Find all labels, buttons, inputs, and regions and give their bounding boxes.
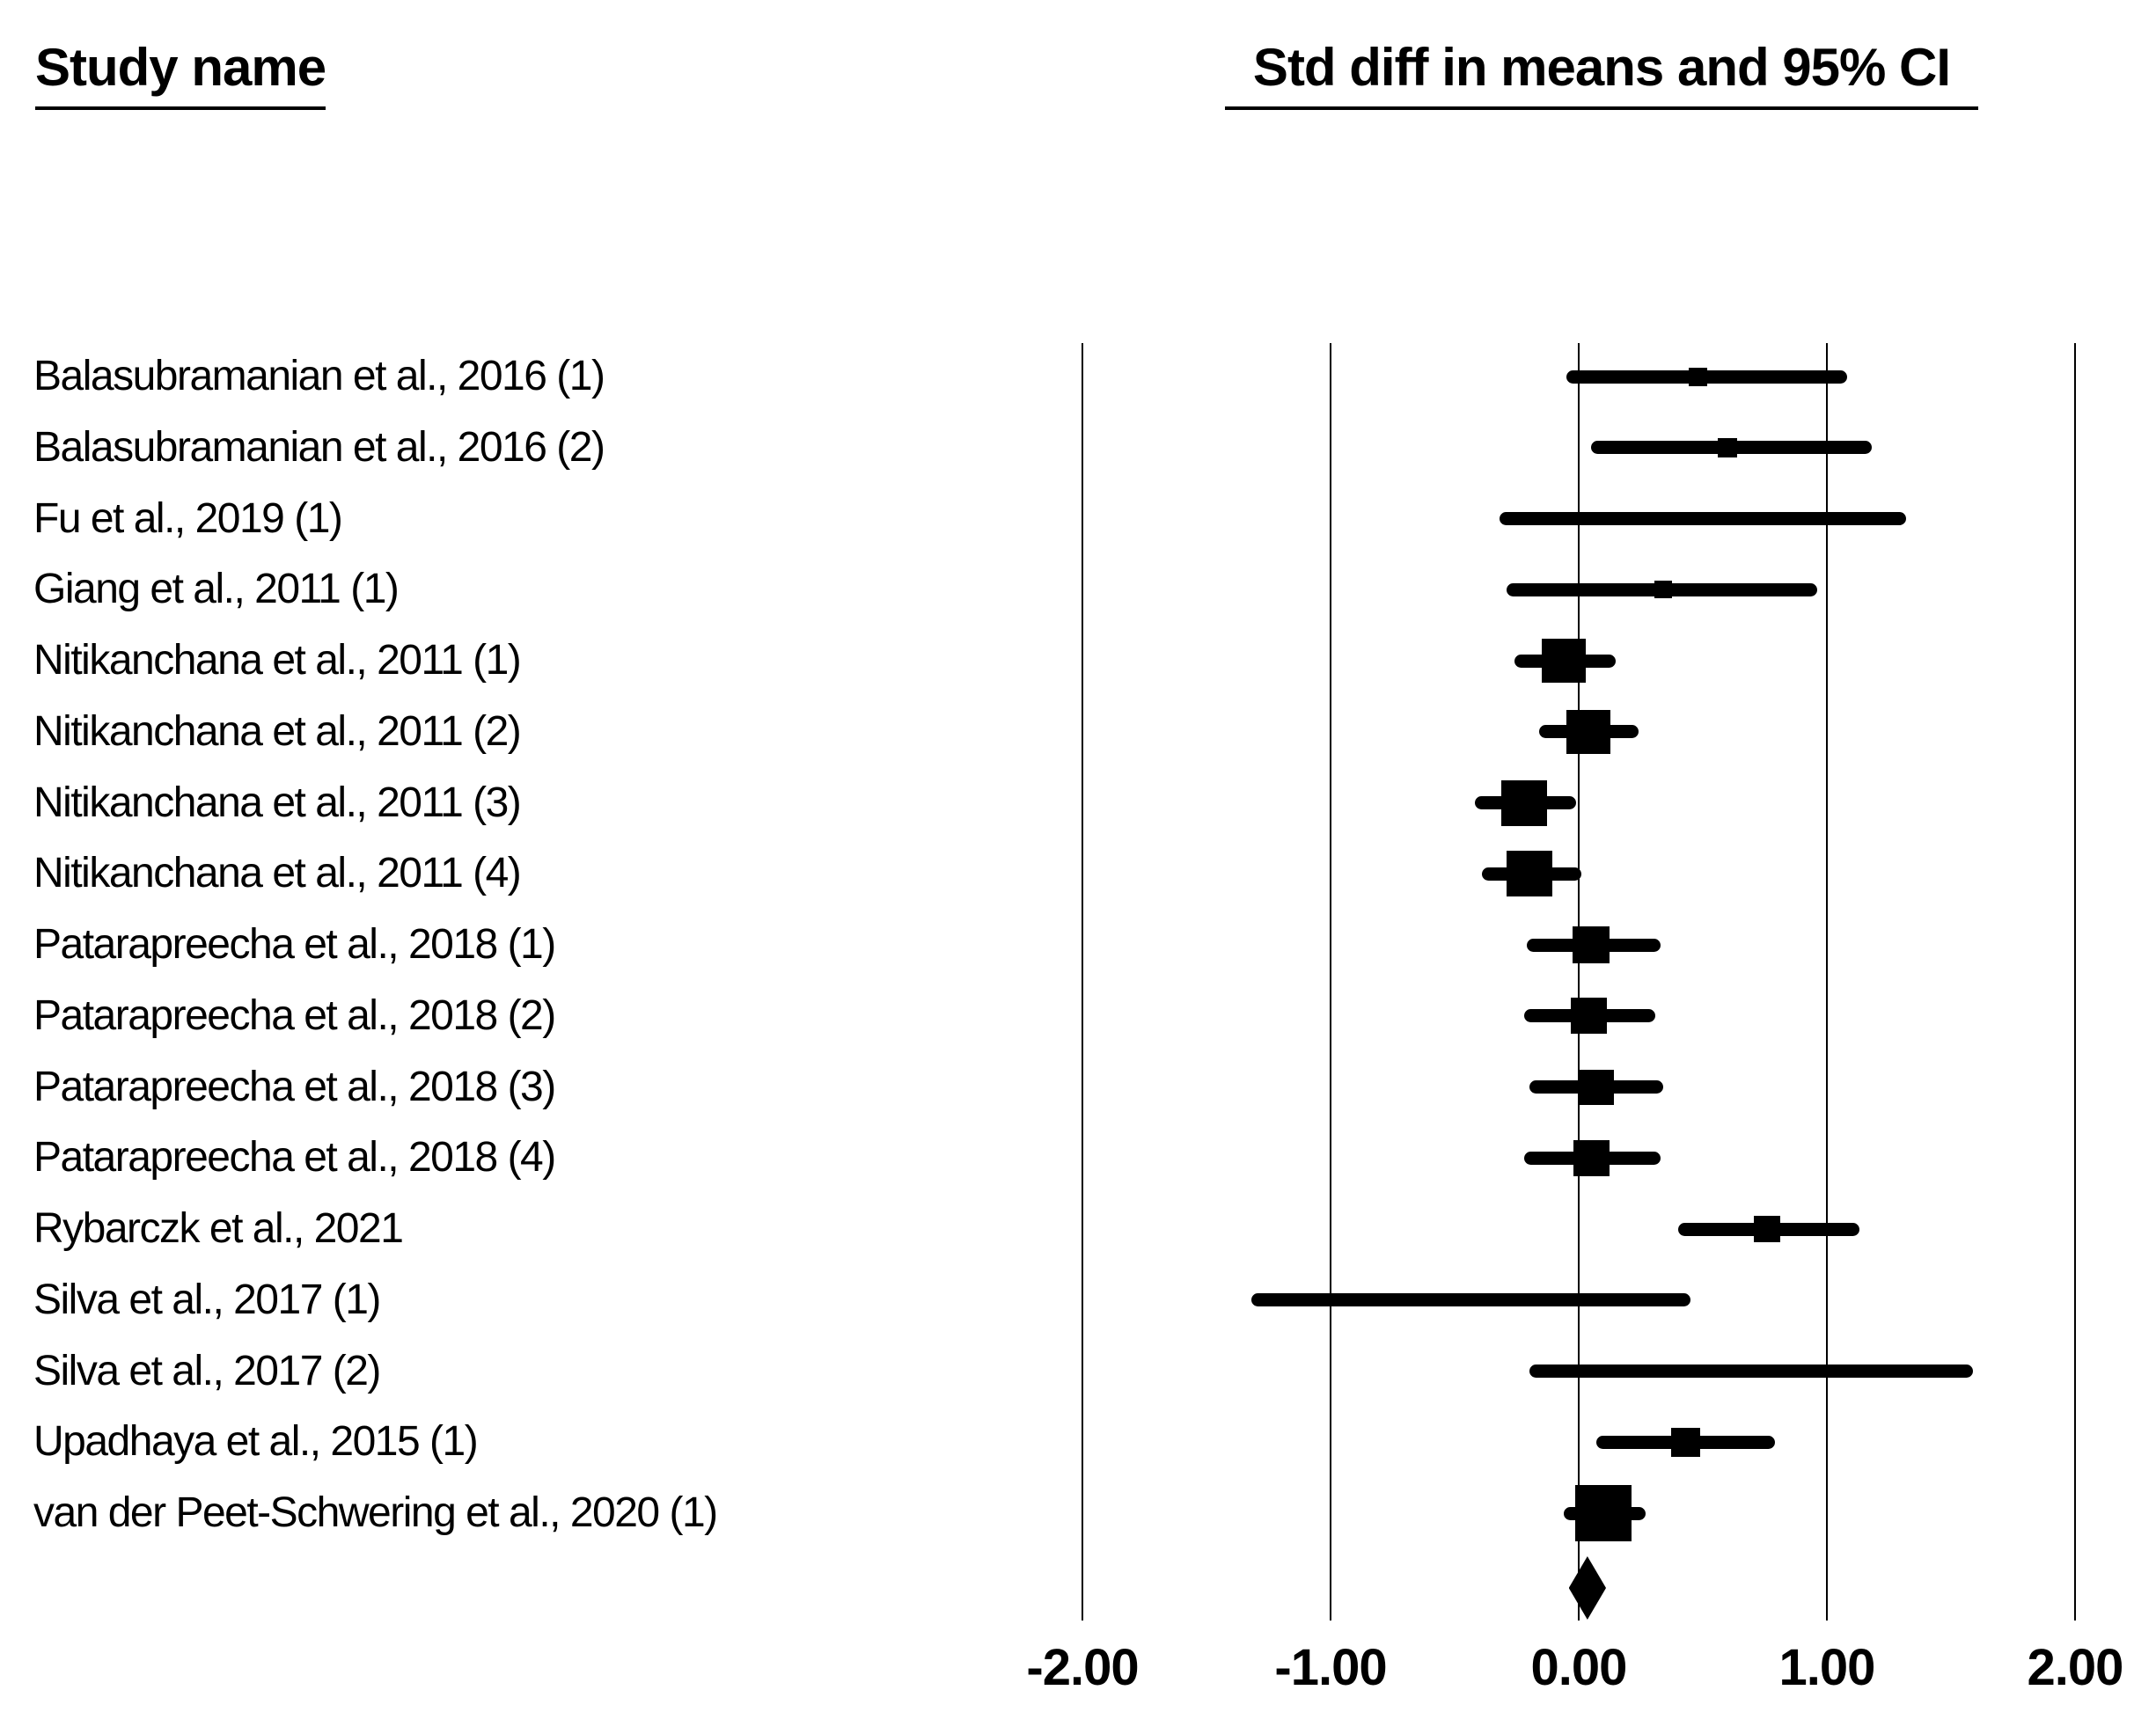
effect-column-header: Std diff in means and 95% CI [1225, 37, 1978, 110]
mean-marker [1575, 1485, 1632, 1541]
mean-marker [1754, 1216, 1781, 1242]
mean-marker [1566, 709, 1611, 754]
study-label: Nitikanchana et al., 2011 (1) [33, 637, 522, 684]
gridline [2074, 343, 2076, 1621]
study-label: Nitikanchana et al., 2011 (4) [33, 850, 522, 897]
mean-marker [1670, 1427, 1700, 1457]
mean-marker [1570, 998, 1607, 1035]
mean-marker [1573, 926, 1610, 963]
study-label: Fu et al., 2019 (1) [33, 494, 343, 542]
x-tick-label: 1.00 [1778, 1639, 1876, 1696]
x-tick-label: 2.00 [2027, 1639, 2124, 1696]
gridline [1082, 343, 1083, 1621]
mean-marker [1578, 1069, 1614, 1105]
mean-marker [1500, 779, 1547, 826]
x-tick-label: -2.00 [1026, 1639, 1139, 1696]
mean-marker [1688, 367, 1707, 386]
mean-marker [1742, 1365, 1754, 1377]
mean-marker [1573, 1139, 1610, 1176]
study-label: Patarapreecha et al., 2018 (4) [33, 1134, 556, 1182]
study-label: Silva et al., 2017 (1) [33, 1276, 381, 1323]
study-column-header: Study name [35, 37, 326, 110]
mean-marker [1463, 1293, 1477, 1307]
study-label: Nitikanchana et al., 2011 (3) [33, 779, 522, 826]
mean-marker [1542, 639, 1587, 683]
gridline [1826, 343, 1828, 1621]
study-label: Patarapreecha et al., 2018 (1) [33, 921, 556, 968]
study-label: Giang et al., 2011 (1) [33, 566, 400, 613]
mean-marker [1697, 512, 1709, 525]
study-label: Patarapreecha et al., 2018 (2) [33, 991, 556, 1039]
study-label: Nitikanchana et al., 2011 (2) [33, 707, 522, 755]
study-label: van der Peet-Schwering et al., 2020 (1) [33, 1489, 718, 1536]
overall-diamond [1568, 1556, 1607, 1620]
study-label: Upadhaya et al., 2015 (1) [33, 1418, 479, 1466]
mean-marker [1654, 581, 1672, 599]
gridline [1578, 343, 1580, 1621]
mean-marker [1506, 851, 1552, 897]
study-label: Balasubramanian et al., 2016 (2) [33, 423, 605, 471]
study-label: Balasubramanian et al., 2016 (1) [33, 353, 605, 399]
study-label: Silva et al., 2017 (2) [33, 1347, 381, 1394]
x-tick-label: -1.00 [1274, 1639, 1387, 1696]
gridline [1330, 343, 1331, 1621]
study-label: Rybarczk et al., 2021 [33, 1205, 404, 1252]
mean-marker [1718, 437, 1738, 457]
study-label: Patarapreecha et al., 2018 (3) [33, 1063, 556, 1110]
x-tick-label: 0.00 [1530, 1639, 1628, 1696]
